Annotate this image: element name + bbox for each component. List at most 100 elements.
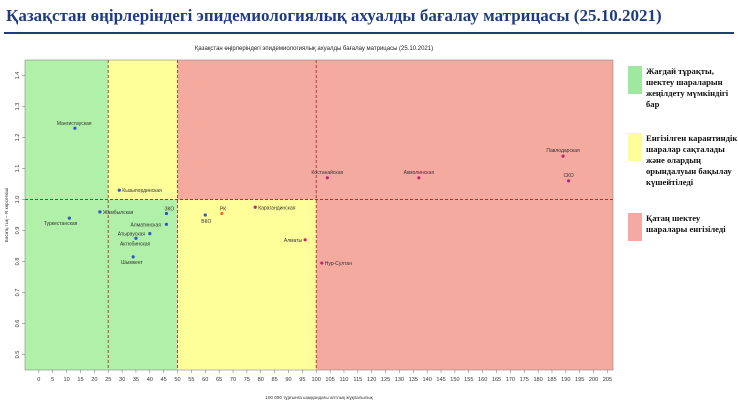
zone-4 [316, 199, 613, 370]
y-tick-label: 1.1 [15, 165, 21, 173]
zone-3 [177, 60, 613, 200]
data-label: СКО [563, 173, 573, 179]
legend-item-green: Жағдай тұрақты, шектеу шараларын жеңілде… [628, 66, 738, 110]
x-tick-label: 180 [533, 377, 542, 383]
x-tick-label: 190 [561, 377, 570, 383]
threshold-lines [25, 60, 613, 370]
x-tick-label: 95 [299, 377, 305, 383]
x-tick-label: 40 [147, 377, 153, 383]
data-label: ВКО [201, 219, 211, 225]
data-point [117, 188, 121, 192]
x-tick-label: 140 [422, 377, 431, 383]
x-tick-label: 110 [340, 377, 349, 383]
x-tick-label: 45 [161, 377, 167, 383]
data-point [220, 211, 224, 216]
x-tick-label: 15 [77, 377, 83, 383]
legend-swatch-yellow [628, 133, 642, 161]
x-tick-label: 155 [464, 377, 473, 383]
y-tick-label: 0.5 [15, 351, 21, 359]
x-tick-label: 55 [188, 377, 194, 383]
legend-swatch-red [628, 213, 642, 241]
y-axis-label: Босатқ.тық – R көрсеткіші [4, 188, 9, 243]
x-tick-label: 35 [133, 377, 139, 383]
data-label: Атырауская [118, 232, 146, 238]
x-tick-label: 80 [258, 377, 264, 383]
x-tick-label: 85 [272, 377, 278, 383]
scatter-chart: Қазақстан өңірлеріндегі эпидемиологиялық… [0, 38, 618, 408]
legend-item-yellow: Енгізілген карантиндік шаралар сақталады… [628, 133, 738, 188]
data-label: Кызылординская [122, 188, 162, 194]
x-tick-label: 105 [325, 377, 334, 383]
y-tick-label: 0.8 [15, 258, 21, 266]
data-label: Карагандинская [258, 205, 296, 211]
x-tick-label: 25 [105, 377, 111, 383]
legend-swatch-green [628, 66, 642, 94]
data-label: Павлодарская [546, 148, 580, 154]
y-tick-label: 0.9 [15, 227, 21, 235]
risk-zones [25, 60, 613, 370]
legend-label-red: Қатаң шектеу шаралары енгізіледі [646, 213, 726, 234]
y-tick-label: 1.2 [15, 134, 21, 142]
zone-2 [177, 199, 317, 370]
data-point [567, 179, 571, 183]
data-point [325, 176, 329, 180]
data-point [164, 222, 169, 226]
x-tick-label: 90 [285, 377, 291, 383]
data-label: ЗКО [164, 206, 174, 212]
x-tick-label: 0 [37, 377, 40, 383]
page-title: Қазақстан өңірлеріндегі эпидемиологиялық… [6, 6, 662, 25]
y-tick-label: 0.7 [15, 289, 21, 297]
legend-item-red: Қатаң шектеу шаралары енгізіледі [628, 213, 738, 241]
x-tick-label: 125 [381, 377, 390, 383]
x-tick-label: 150 [450, 377, 459, 383]
data-point [134, 236, 138, 240]
data-point [253, 205, 257, 209]
data-label: Акмолинская [404, 170, 435, 176]
data-label: Актюбинская [120, 241, 151, 247]
x-tick-label: 130 [395, 377, 404, 383]
data-point [73, 126, 77, 130]
y-tick-label: 0.6 [15, 320, 21, 328]
data-point [320, 261, 324, 265]
x-tick-label: 160 [478, 377, 487, 383]
data-point [417, 176, 421, 180]
axes: 0 5 10 15 20 25 30 35 40 45 50 55 60 65 70 75 80 85 90 95 10… [15, 72, 612, 383]
plot-frame [24, 59, 614, 371]
data-label: РК [220, 206, 226, 212]
data-point [67, 216, 71, 220]
data-point [203, 213, 207, 217]
x-tick-label: 120 [367, 377, 376, 383]
x-tick-label: 20 [91, 377, 97, 383]
x-tick-label: 30 [119, 377, 125, 383]
y-tick-label: 1.3 [15, 103, 21, 111]
x-tick-label: 5 [51, 377, 54, 383]
data-label: Мангистауская [57, 121, 92, 127]
data-point [131, 255, 135, 259]
x-tick-label: 135 [409, 377, 418, 383]
x-tick-label: 195 [575, 377, 584, 383]
x-tick-label: 200 [589, 377, 598, 383]
x-tick-label: 60 [202, 377, 208, 383]
data-label: Костанайская [311, 169, 343, 176]
x-tick-label: 165 [492, 377, 501, 383]
x-tick-label: 75 [244, 377, 250, 383]
x-axis-label: 100 000 тұрғынға шаққандағы аптлық жұқпа… [265, 395, 373, 400]
y-tick-label: 1.0 [15, 196, 21, 204]
x-tick-label: 185 [547, 377, 556, 383]
x-tick-label: 10 [63, 377, 69, 383]
x-tick-label: 175 [520, 377, 529, 383]
x-tick-label: 65 [216, 377, 222, 383]
data-label: Шымкент [121, 260, 143, 266]
data-label: Жамбылская [103, 210, 134, 216]
legend-label-yellow: Енгізілген карантиндік шаралар сақталады… [646, 133, 738, 187]
x-tick-label: 115 [353, 377, 362, 383]
data-label: Туркестанская [44, 221, 78, 227]
data-label: Нур-Султан [325, 261, 352, 267]
zone-1 [108, 60, 178, 200]
data-point [148, 232, 152, 236]
data-label: Алматинская [130, 222, 161, 228]
data-label: Алматы [284, 238, 303, 244]
x-tick-label: 145 [436, 377, 445, 383]
data-point [98, 210, 102, 214]
data-point [303, 238, 307, 242]
